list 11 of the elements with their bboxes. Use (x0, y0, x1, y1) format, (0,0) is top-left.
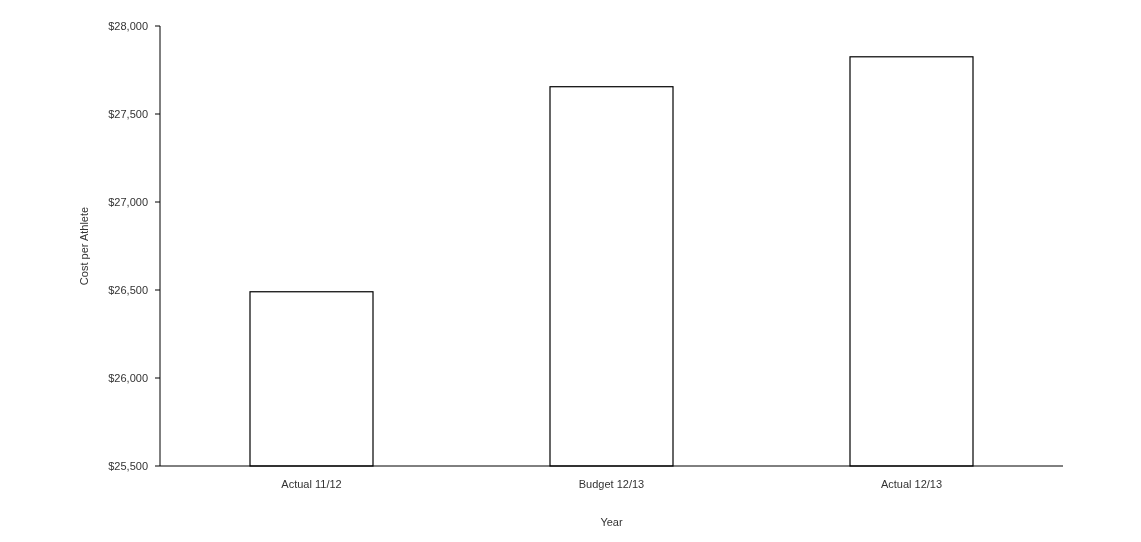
x-tick-label: Actual 11/12 (281, 478, 342, 490)
x-tick-label: Budget 12/13 (578, 478, 645, 490)
y-tick-label: $25,500 (108, 459, 148, 472)
x-axis-title: Year (600, 516, 623, 528)
y-tick-label: $26,000 (108, 371, 148, 384)
y-axis-title: Cost per Athlete (78, 206, 90, 286)
y-tick-label: $27,000 (108, 195, 148, 208)
y-tick-label: $26,500 (108, 283, 148, 296)
y-tick-label: $27,500 (108, 107, 148, 120)
x-tick-label: Actual 12/13 (880, 478, 943, 490)
y-tick-label: $28,000 (108, 19, 148, 32)
